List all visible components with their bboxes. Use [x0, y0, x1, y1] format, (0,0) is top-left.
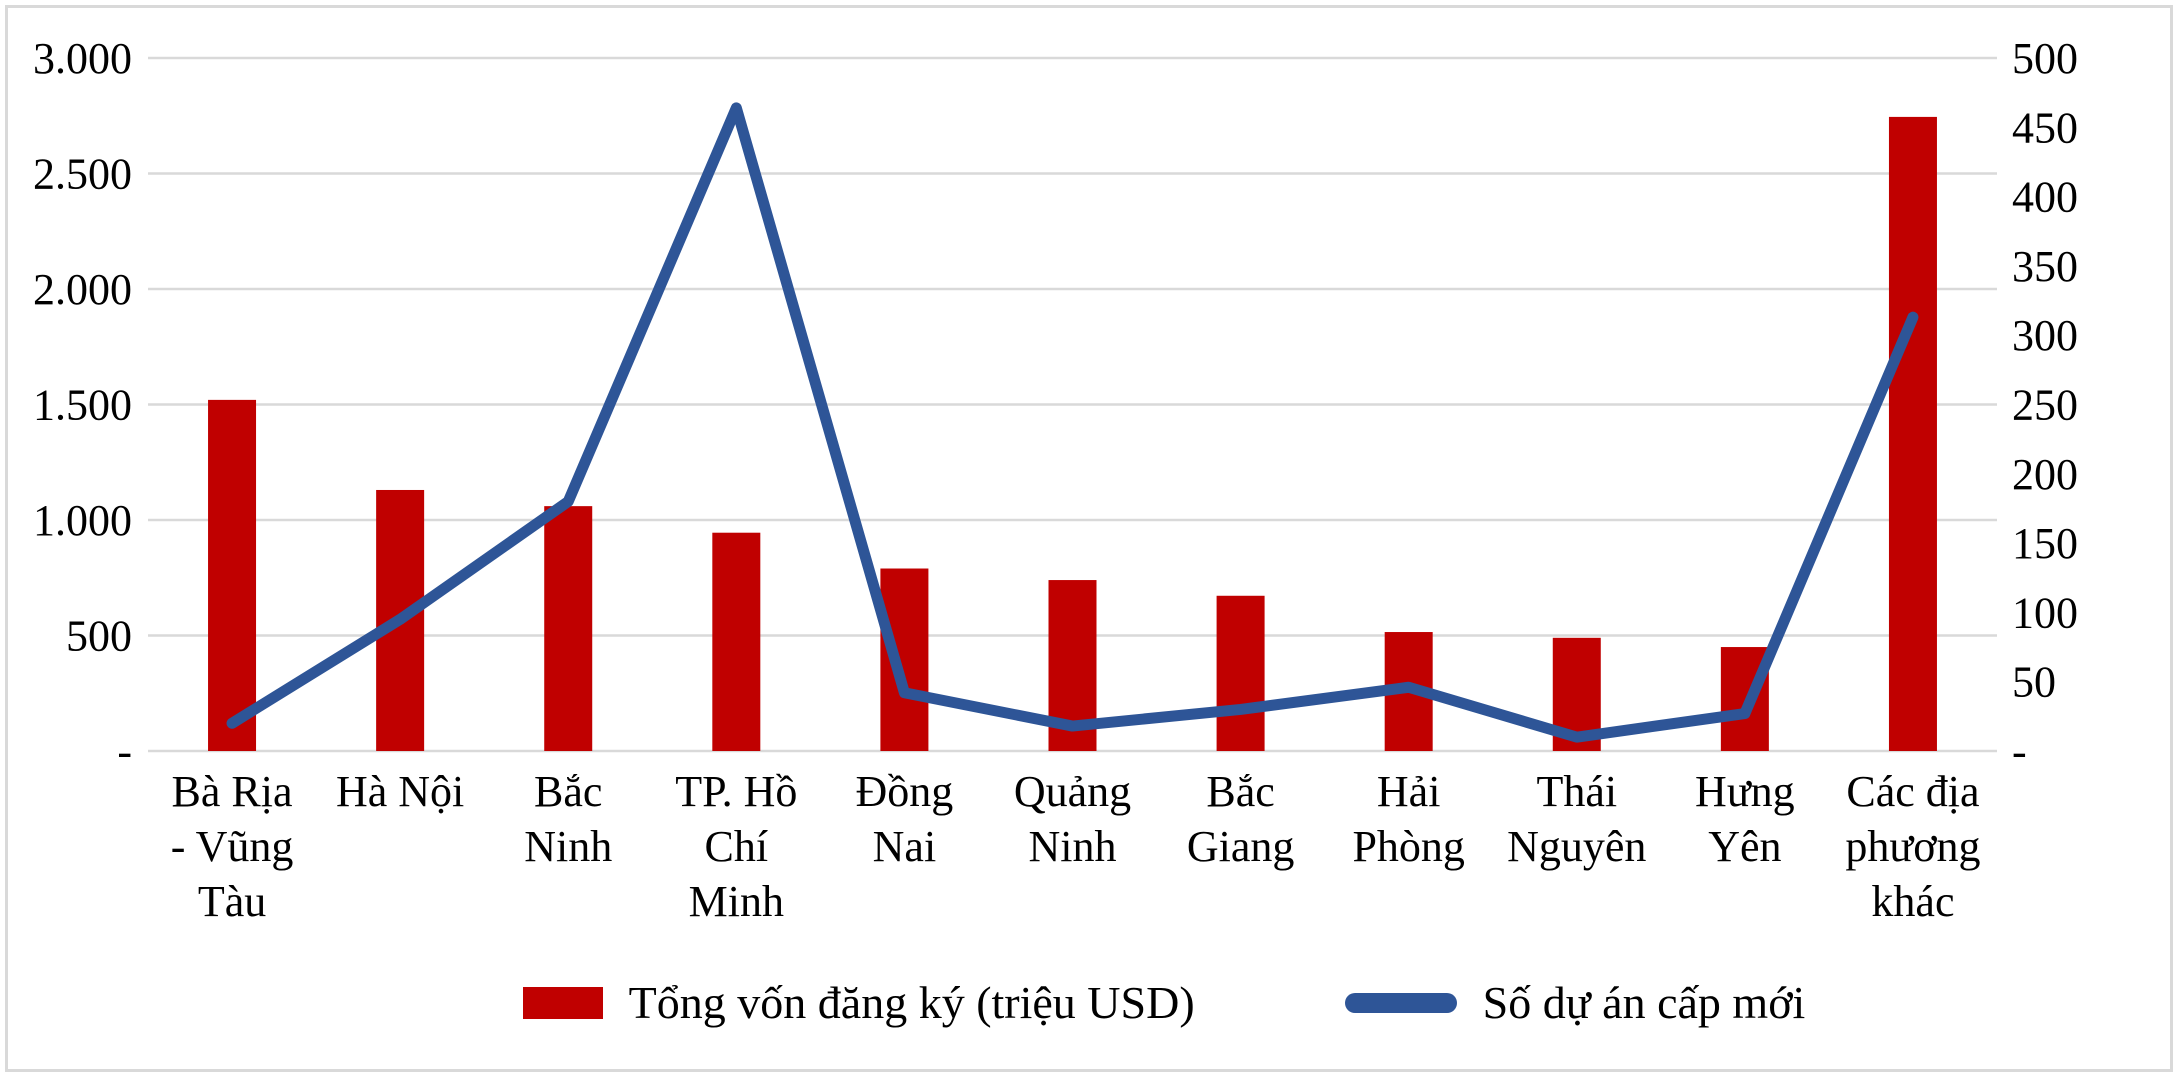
right-axis-tick-8: 400	[2012, 173, 2078, 222]
category-label-3: TP. Hồ Chí Minh	[675, 767, 797, 926]
right-axis-tick-3: 150	[2012, 519, 2078, 568]
line-legend-swatch	[1344, 992, 1457, 1013]
left-axis-tick-2: 1.000	[33, 496, 132, 545]
bar-0	[208, 399, 257, 751]
bar-6	[1216, 595, 1265, 751]
legend-item-line: Số dự án cấp mới	[1344, 976, 1806, 1029]
right-axis-tick-9: 450	[2012, 103, 2078, 152]
left-axis-tick-5: 2.500	[33, 150, 132, 199]
right-axis-tick-4: 200	[2012, 450, 2078, 499]
legend: Tổng vốn đăng ký (triệu USD) Số dự án cấ…	[0, 976, 2178, 1029]
category-label-0: Bà Rịa - Vũng Tàu	[171, 767, 294, 926]
right-axis-tick-1: 50	[2012, 658, 2056, 707]
legend-item-bar: Tổng vốn đăng ký (triệu USD)	[522, 976, 1195, 1029]
bar-2	[544, 506, 593, 751]
right-axis-tick-7: 350	[2012, 242, 2078, 291]
category-label-7: Hải Phòng	[1352, 767, 1464, 871]
category-label-8: Thái Nguyên	[1507, 767, 1646, 871]
bar-3	[712, 532, 761, 751]
category-label-6: Bắc Giang	[1187, 767, 1295, 871]
right-axis-tick-10: 500	[2012, 34, 2078, 83]
right-axis-tick-6: 300	[2012, 311, 2078, 360]
bar-4	[880, 568, 929, 751]
bar-legend-label: Tổng vốn đăng ký (triệu USD)	[628, 977, 1195, 1028]
right-axis-tick-5: 250	[2012, 381, 2078, 430]
right-axis-tick-0: -	[2012, 727, 2027, 776]
category-label-9: Hưng Yên	[1695, 767, 1795, 871]
bar-10	[1888, 116, 1937, 751]
left-axis-tick-6: 3.000	[33, 34, 132, 83]
left-axis-tick-0: -	[117, 727, 132, 776]
left-axis-tick-3: 1.500	[33, 381, 132, 430]
right-axis-tick-2: 100	[2012, 588, 2078, 637]
bar-legend-swatch	[522, 986, 603, 1019]
left-axis-tick-4: 2.000	[33, 265, 132, 314]
category-label-1: Hà Nội	[336, 767, 464, 816]
line-series	[226, 102, 1919, 743]
category-label-4: Đồng Nai	[856, 767, 954, 871]
category-label-5: Quảng Ninh	[1014, 767, 1131, 871]
line-legend-label: Số dự án cấp mới	[1482, 977, 1806, 1028]
left-axis-tick-1: 500	[66, 612, 132, 661]
category-label-2: Bắc Ninh	[524, 767, 612, 871]
category-label-10: Các địa phương khác	[1845, 767, 1980, 926]
